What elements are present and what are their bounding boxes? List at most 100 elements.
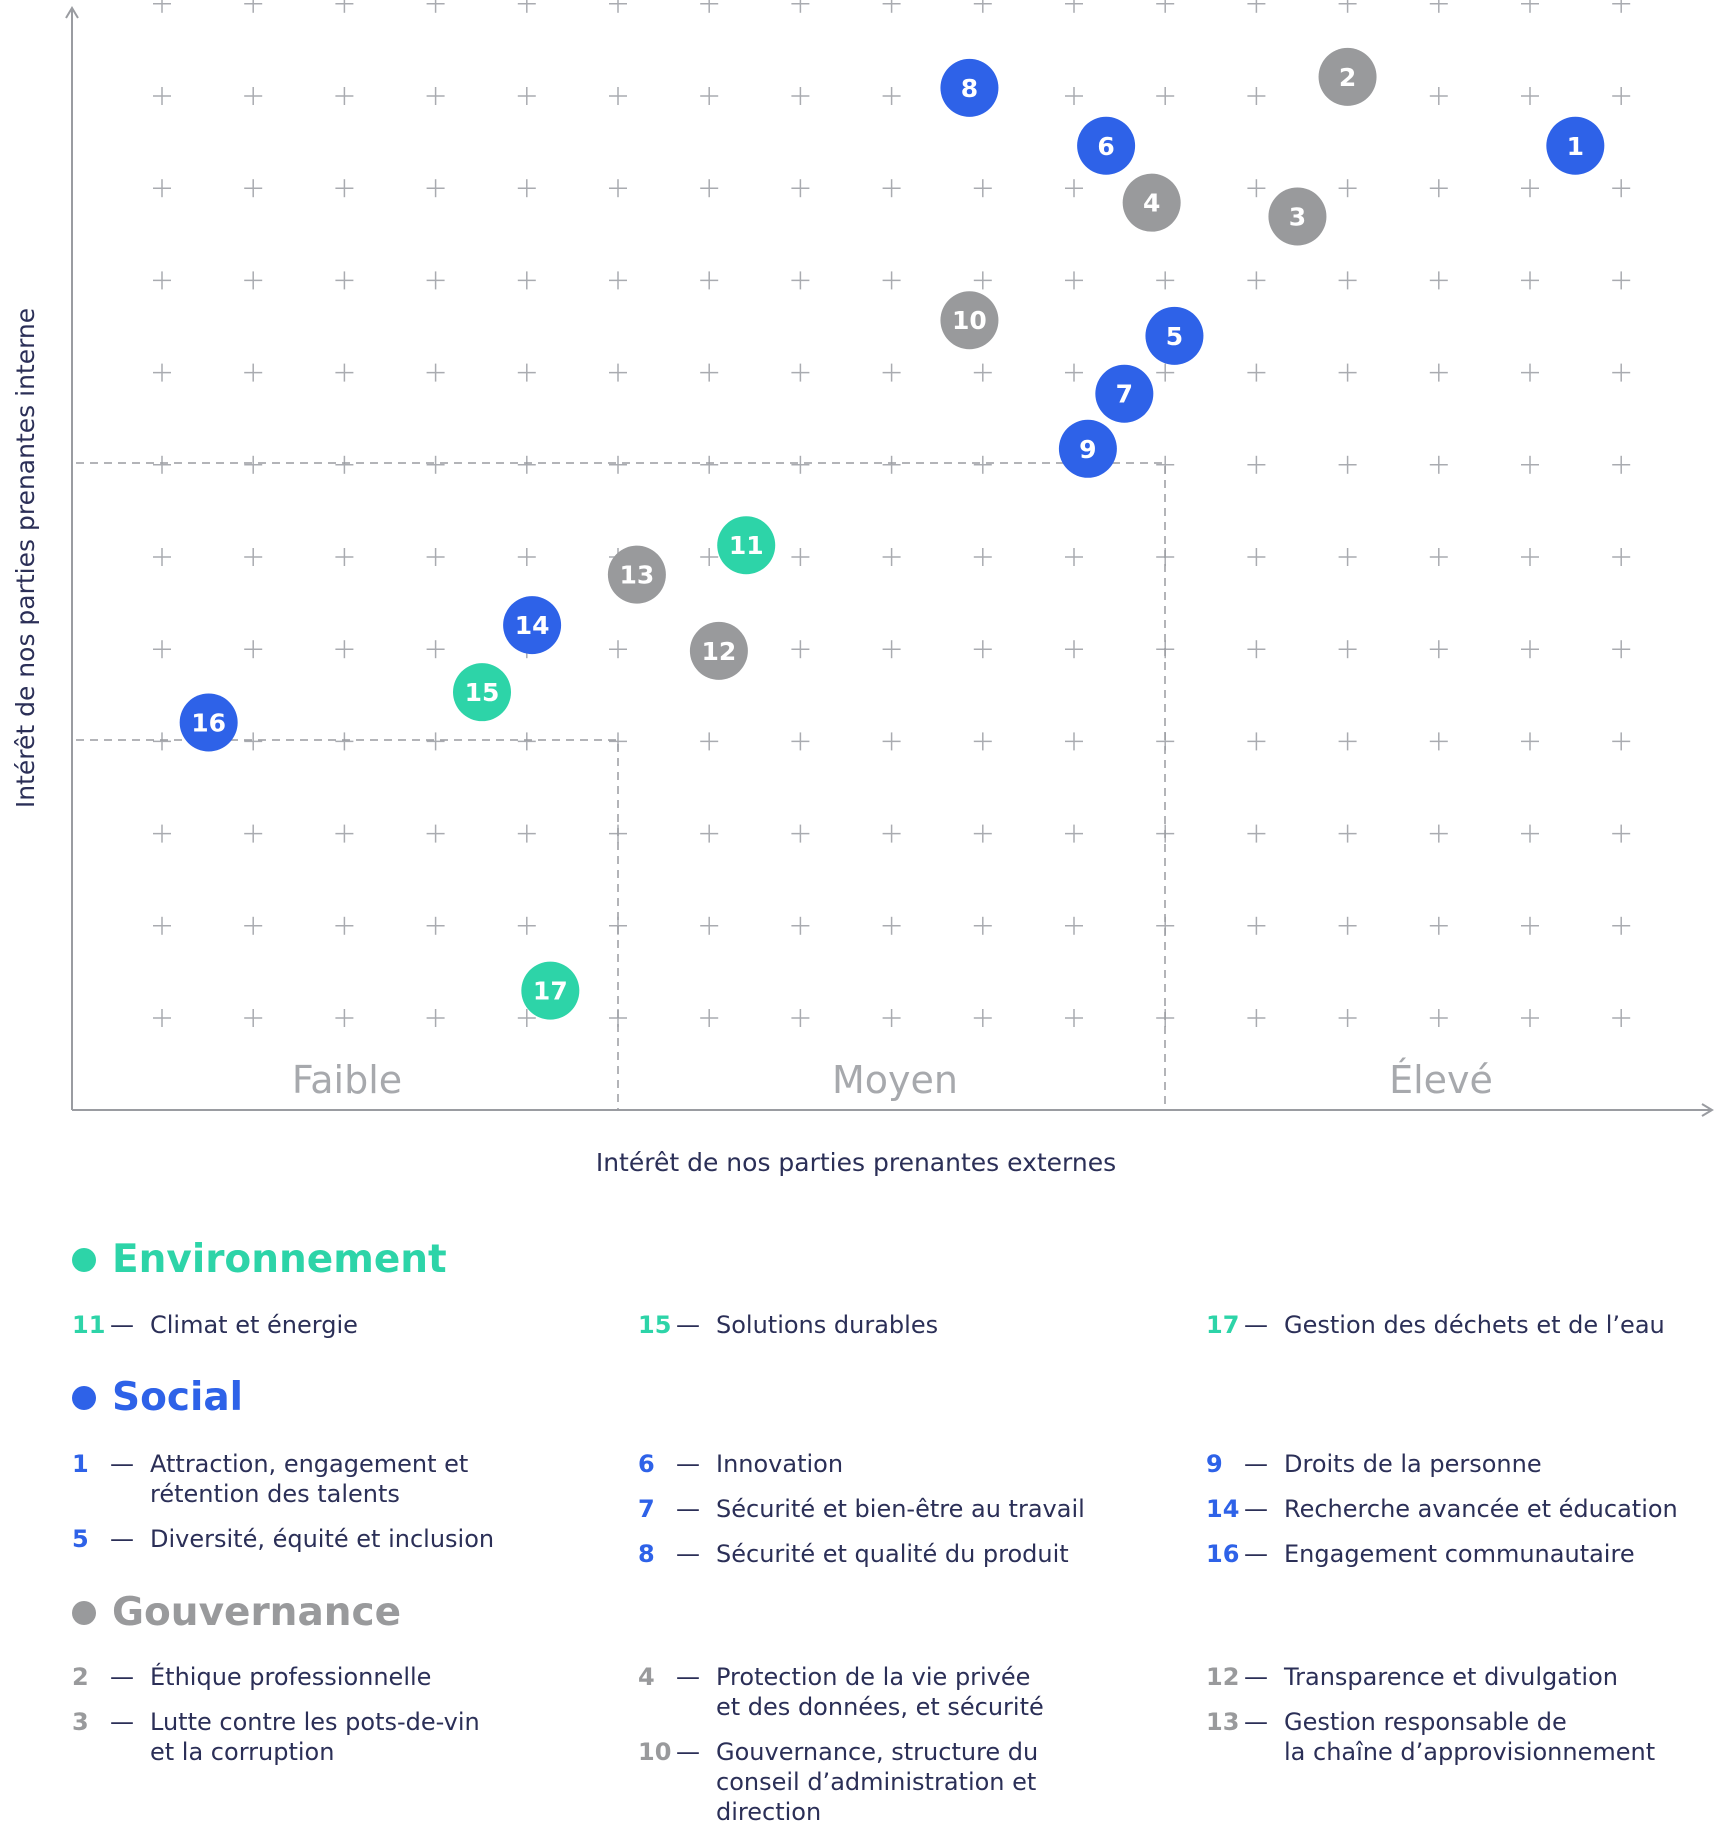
point-bubble bbox=[1318, 47, 1377, 106]
grid-cross bbox=[882, 179, 901, 198]
legend-title-social: Social bbox=[72, 1375, 243, 1420]
legend-item: 2 — Éthique professionnelle bbox=[72, 1662, 550, 1692]
grid-cross bbox=[517, 732, 536, 751]
grid-cross bbox=[335, 87, 354, 105]
grid-cross bbox=[973, 363, 992, 382]
grid-cross bbox=[1521, 732, 1539, 751]
legend-item: 4 — Protection de la vie privée et des d… bbox=[638, 1662, 1116, 1722]
grid-cross bbox=[882, 824, 901, 843]
grid-cross bbox=[1429, 640, 1448, 659]
grid-cross bbox=[1247, 455, 1266, 474]
grid-cross bbox=[973, 732, 992, 751]
legend-item-text: Engagement communautaire bbox=[1284, 1540, 1635, 1568]
legend-item-dash: — bbox=[1244, 1708, 1268, 1736]
grid-cross bbox=[1338, 640, 1357, 659]
legend-item: 14 — Recherche avancée et éducation bbox=[1206, 1494, 1684, 1524]
grid-cross bbox=[609, 0, 627, 13]
legend-item-text: Sécurité et qualité du produit bbox=[716, 1540, 1069, 1568]
grid-cross bbox=[1521, 363, 1539, 382]
grid-cross bbox=[1521, 824, 1539, 843]
grid-cross bbox=[1429, 732, 1448, 751]
point-label: 3 bbox=[1289, 202, 1306, 231]
grid-cross bbox=[244, 455, 263, 474]
grid-cross bbox=[153, 87, 171, 105]
grid-cross bbox=[426, 455, 445, 474]
grid-cross bbox=[1247, 732, 1266, 751]
legend-item-number: 10 bbox=[638, 1738, 672, 1766]
point-bubble bbox=[1546, 116, 1605, 175]
grid-cross bbox=[882, 363, 901, 382]
grid-cross bbox=[244, 363, 263, 382]
social-dot-icon bbox=[72, 1385, 96, 1410]
grid-cross bbox=[153, 1009, 171, 1027]
grid-cross bbox=[244, 0, 263, 13]
grid-cross bbox=[700, 824, 719, 843]
grid-cross bbox=[1429, 548, 1448, 566]
legend-item: 11 — Climat et énergie bbox=[72, 1310, 550, 1340]
grid-cross bbox=[335, 1009, 354, 1027]
grid-cross bbox=[426, 916, 445, 935]
grid-cross bbox=[609, 271, 627, 290]
environnement-dot-icon bbox=[72, 1247, 96, 1272]
grid-cross bbox=[1065, 179, 1083, 198]
grid-cross bbox=[1612, 548, 1631, 566]
point-label: 6 bbox=[1097, 132, 1114, 161]
grid-cross bbox=[1612, 732, 1631, 751]
point-label: 13 bbox=[619, 561, 654, 590]
axes bbox=[65, 6, 1714, 1117]
point-label: 16 bbox=[191, 708, 226, 737]
grid-cross bbox=[973, 271, 992, 290]
grid-cross bbox=[426, 179, 445, 198]
point-label: 5 bbox=[1166, 322, 1183, 351]
grid-cross bbox=[700, 1009, 719, 1027]
gouvernance-dot-icon bbox=[72, 1600, 96, 1625]
grid-cross bbox=[1521, 916, 1539, 935]
legend-item-text: Transparence et divulgation bbox=[1284, 1663, 1618, 1691]
grid-cross bbox=[1612, 271, 1631, 290]
grid-cross bbox=[882, 916, 901, 935]
grid-cross bbox=[153, 732, 171, 751]
grid-cross bbox=[153, 0, 171, 13]
grid-cross bbox=[1247, 548, 1266, 566]
grid-cross bbox=[426, 732, 445, 751]
grid-cross bbox=[1338, 916, 1357, 935]
y-axis-title: Intérêt de nos parties prenantes interne bbox=[11, 308, 40, 808]
grid-cross bbox=[1612, 363, 1631, 382]
grid-cross bbox=[791, 916, 810, 935]
grid-cross bbox=[1065, 824, 1083, 843]
legend-item-text: Climat et énergie bbox=[150, 1311, 358, 1339]
legend-item-number: 3 bbox=[72, 1708, 89, 1736]
legend-item-text: Lutte contre les pots-de-vin et la corru… bbox=[150, 1708, 480, 1766]
data-point-7: 7 bbox=[1095, 364, 1154, 423]
point-bubble bbox=[717, 516, 776, 575]
point-label: 1 bbox=[1567, 132, 1584, 161]
grid-cross bbox=[1338, 732, 1357, 751]
grid-cross bbox=[1338, 271, 1357, 290]
grid-cross bbox=[791, 640, 810, 659]
grid-cross bbox=[1612, 179, 1631, 198]
grid-cross bbox=[791, 271, 810, 290]
grid-cross bbox=[791, 455, 810, 474]
legend-item-dash: — bbox=[110, 1450, 134, 1478]
legend-item: 6 — Innovation bbox=[638, 1449, 1116, 1479]
grid-cross bbox=[1338, 1009, 1357, 1027]
zone-label-3: Élevé bbox=[1389, 1058, 1493, 1102]
grid-cross bbox=[517, 548, 536, 566]
legend-title-gouvernance: Gouvernance bbox=[72, 1590, 401, 1635]
grid-cross bbox=[1612, 87, 1631, 105]
grid-cross bbox=[1612, 640, 1631, 659]
legend-item: 17 — Gestion des déchets et de l’eau bbox=[1206, 1310, 1684, 1340]
grid-cross bbox=[791, 732, 810, 751]
grid-cross bbox=[426, 271, 445, 290]
legend-item-number: 13 bbox=[1206, 1708, 1240, 1736]
x-axis-title: Intérêt de nos parties prenantes externe… bbox=[596, 1148, 1116, 1177]
grid-cross bbox=[1156, 0, 1175, 13]
legend-item: 15 — Solutions durables bbox=[638, 1310, 1116, 1340]
legend-item-text: Attraction, engagement et rétention des … bbox=[150, 1450, 469, 1508]
legend-item-dash: — bbox=[676, 1663, 700, 1691]
grid-cross bbox=[517, 179, 536, 198]
grid-cross bbox=[1612, 1009, 1631, 1027]
data-point-11: 11 bbox=[717, 516, 776, 575]
data-point-1: 1 bbox=[1546, 116, 1605, 175]
